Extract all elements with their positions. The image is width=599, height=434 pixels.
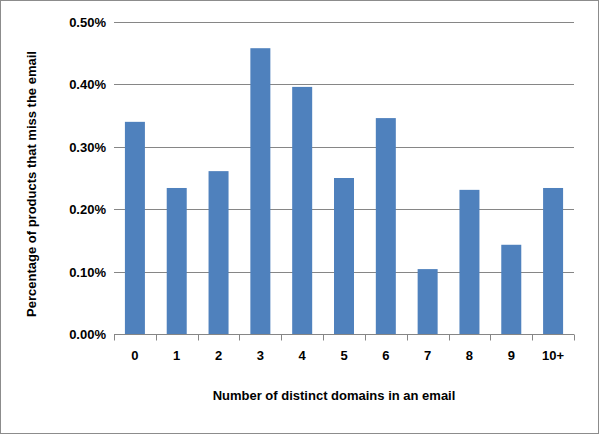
chart: 0.00% 0.10% 0.20% 0.30% 0.40% 0.50% 0 1 2 3 4 5 6 7 8 9… <box>0 0 599 434</box>
x-tick-mark <box>156 335 157 341</box>
grid-line <box>114 22 574 23</box>
x-tick-label: 1 <box>173 348 180 363</box>
x-axis-title: Number of distinct domains in an email <box>213 388 456 403</box>
chart-border <box>1 1 599 434</box>
x-tick-mark <box>574 335 575 341</box>
x-tick-mark <box>281 335 282 341</box>
x-tick-label: 5 <box>340 348 347 363</box>
y-tick-label: 0.20% <box>69 202 106 217</box>
y-tick-label: 0.00% <box>69 327 106 342</box>
x-tick-label: 8 <box>466 348 473 363</box>
x-tick-mark <box>114 335 115 341</box>
x-tick-mark <box>239 335 240 341</box>
y-tick-label: 0.30% <box>69 140 106 155</box>
bar <box>376 118 396 334</box>
x-tick-mark <box>198 335 199 341</box>
y-tick-label: 0.50% <box>69 15 106 30</box>
grid-line <box>114 84 574 85</box>
y-axis-title: Percentage of products that miss the ema… <box>24 51 39 317</box>
y-tick-label: 0.40% <box>69 77 106 92</box>
bar <box>418 269 438 334</box>
x-tick-label: 2 <box>215 348 222 363</box>
x-tick-label: 9 <box>508 348 515 363</box>
bar <box>334 178 354 334</box>
x-tick-mark <box>490 335 491 341</box>
x-tick-mark <box>323 335 324 341</box>
x-tick-mark <box>365 335 366 341</box>
bar <box>543 188 563 334</box>
bar <box>167 188 187 334</box>
x-tick-mark <box>407 335 408 341</box>
grid-line <box>114 147 574 148</box>
x-tick-mark <box>532 335 533 341</box>
x-tick-label: 6 <box>382 348 389 363</box>
bar <box>209 171 229 334</box>
x-tick-label: 0 <box>131 348 138 363</box>
bar <box>459 190 479 334</box>
bar <box>250 48 270 334</box>
bars <box>125 48 563 334</box>
x-tick-label: 7 <box>424 348 431 363</box>
x-tick-label: 4 <box>299 348 307 363</box>
y-tick-label: 0.10% <box>69 265 106 280</box>
x-tick-mark <box>449 335 450 341</box>
x-axis-line <box>114 334 574 335</box>
x-tick-label: 3 <box>257 348 264 363</box>
x-tick-label: 10+ <box>542 348 564 363</box>
bar <box>292 87 312 334</box>
bar <box>125 122 145 334</box>
bar <box>501 245 521 334</box>
